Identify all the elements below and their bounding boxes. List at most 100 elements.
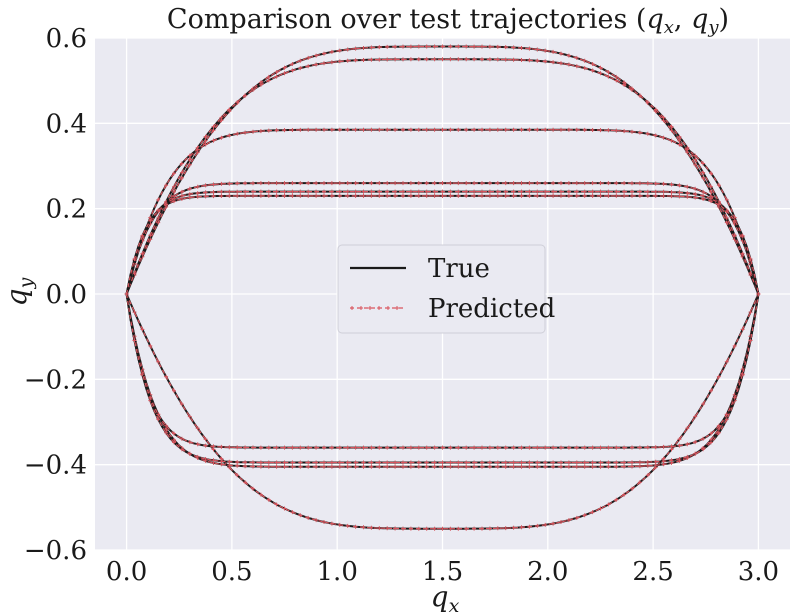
x-tick-label-1: 0.5 [211,557,252,587]
predicted-marker-1-96 [503,57,508,62]
predicted-marker-5-146 [701,196,706,201]
predicted-marker-5-82 [448,193,453,198]
predicted-marker-6-8 [156,359,161,364]
predicted-marker-2-52 [329,127,334,132]
predicted-marker-1-104 [535,58,540,63]
predicted-marker-1-132 [645,100,650,105]
predicted-marker-7-60 [361,464,366,469]
predicted-marker-9-80 [440,445,445,450]
legend-predicted-label: Predicted [428,294,555,324]
predicted-marker-4-44 [298,189,303,194]
predicted-marker-0-144 [693,162,698,167]
predicted-marker-6-158 [748,310,753,315]
predicted-marker-5-94 [495,193,500,198]
predicted-marker-5-52 [329,193,334,198]
predicted-marker-5-24 [219,194,224,198]
predicted-marker-0-36 [266,74,271,79]
predicted-marker-7-56 [345,464,350,469]
predicted-marker-4-138 [669,190,674,195]
predicted-marker-9-130 [637,445,642,450]
predicted-marker-1-86 [464,57,469,62]
predicted-marker-3-58 [353,181,358,186]
predicted-marker-2-92 [487,127,492,132]
predicted-marker-2-78 [432,127,437,132]
predicted-marker-8-124 [614,460,619,465]
predicted-marker-8-28 [235,460,240,465]
predicted-marker-5-12 [172,199,176,204]
predicted-marker-8-82 [448,460,453,465]
predicted-marker-4-48 [314,189,319,194]
predicted-marker-8-118 [590,460,595,465]
predicted-marker-5-114 [574,193,579,198]
predicted-marker-9-102 [527,445,532,450]
predicted-marker-2-100 [519,127,524,132]
predicted-marker-7-126 [622,464,627,469]
predicted-marker-8-38 [274,460,279,465]
predicted-marker-9-42 [290,445,295,450]
predicted-marker-5-4 [140,233,145,238]
predicted-marker-0-76 [424,44,429,49]
predicted-marker-0-14 [179,175,184,180]
predicted-marker-8-74 [416,460,421,465]
predicted-marker-6-54 [337,522,342,527]
predicted-marker-7-124 [614,464,619,469]
predicted-marker-3-100 [519,181,524,186]
predicted-marker-7-132 [645,463,650,468]
legend-predicted-marker [350,306,354,310]
predicted-marker-0-122 [606,70,611,75]
predicted-marker-6-142 [685,426,690,431]
predicted-marker-6-120 [598,506,603,511]
predicted-marker-6-44 [298,513,303,518]
predicted-marker-7-86 [464,464,469,469]
predicted-marker-6-92 [487,526,492,531]
predicted-marker-2-56 [345,127,350,132]
predicted-marker-4-86 [464,189,469,194]
predicted-marker-7-26 [227,463,232,468]
predicted-marker-5-30 [243,193,248,198]
predicted-marker-3-74 [416,181,421,186]
predicted-marker-6-16 [187,414,192,419]
predicted-marker-5-110 [559,193,563,198]
predicted-marker-4-18 [195,191,200,196]
predicted-marker-8-100 [519,460,524,465]
predicted-marker-4-22 [211,190,216,195]
predicted-line-6 [126,293,759,530]
predicted-marker-3-114 [574,181,579,186]
predicted-marker-1-156 [740,251,745,256]
predicted-marker-1-64 [377,57,382,62]
predicted-line-5 [126,195,759,295]
predicted-marker-8-68 [393,460,398,465]
predicted-marker-1-126 [622,82,627,87]
predicted-marker-8-48 [314,460,319,465]
predicted-marker-0-80 [440,44,445,49]
predicted-marker-5-152 [724,209,729,213]
predicted-marker-5-40 [282,193,287,198]
predicted-marker-0-118 [590,62,595,66]
predicted-marker-1-146 [701,170,706,175]
legend: True Predicted [337,244,555,334]
predicted-marker-2-84 [456,127,461,132]
y-tick-labels: −0.6 −0.4 −0.2 0.0 0.2 0.4 0.6 [24,24,87,566]
predicted-marker-6-82 [448,526,453,531]
predicted-marker-8-112 [566,460,571,465]
predicted-marker-8-14 [179,447,184,452]
predicted-marker-8-138 [669,458,674,463]
predicted-marker-0-44 [298,58,303,63]
predicted-marker-5-34 [258,193,263,198]
predicted-marker-1-72 [408,57,413,62]
predicted-marker-1-30 [243,93,248,98]
predicted-marker-6-58 [353,524,358,529]
predicted-marker-1-102 [527,58,532,63]
predicted-marker-9-14 [179,436,184,441]
predicted-marker-2-50 [322,127,326,132]
y-tick-label-5: 0.4 [46,109,87,139]
predicted-marker-5-22 [211,194,216,199]
predicted-marker-8-20 [203,457,208,461]
predicted-marker-5-90 [480,193,484,198]
predicted-line-2 [126,129,759,295]
predicted-marker-6-52 [329,521,334,526]
predicted-marker-8-72 [408,460,413,465]
predicted-marker-0-48 [314,53,319,58]
x-tick-label-3: 1.5 [422,557,463,587]
